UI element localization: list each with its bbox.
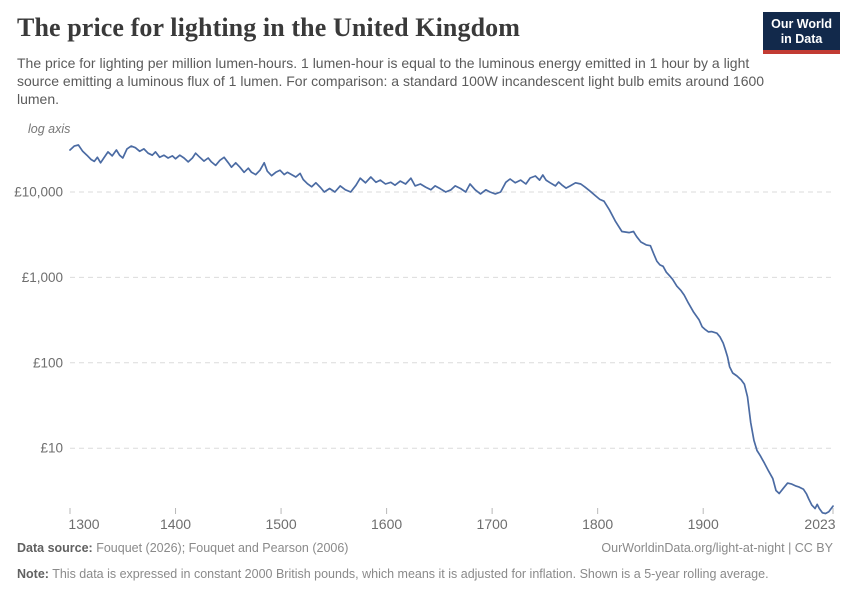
owid-logo-line2: in Data [780,31,823,46]
x-tick-label: 1300 [68,516,99,532]
chart-subtitle: The price for lighting per million lumen… [17,55,765,107]
x-tick-label: 1800 [582,516,613,532]
x-tick-label: 1400 [160,516,191,532]
page-title: The price for lighting in the United Kin… [17,13,521,42]
attribution-link[interactable]: OurWorldinData.org/light-at-night | CC B… [601,541,833,555]
x-tick-label: 1900 [688,516,719,532]
data-source-value: Fouquet (2026); Fouquet and Pearson (200… [96,541,349,555]
y-tick-label: £10,000 [14,185,63,200]
x-tick-label: 1600 [371,516,402,532]
y-tick-label: £1,000 [22,270,63,285]
x-tick-label: 1700 [477,516,508,532]
owid-logo-line1: Our World [771,17,832,31]
x-tick-label: 1500 [265,516,296,532]
log-axis-note: log axis [28,122,70,136]
data-source: Data source: Fouquet (2026); Fouquet and… [17,540,348,556]
owid-logo: Our World in Data [763,12,840,54]
chart-footer: Data source: Fouquet (2026); Fouquet and… [17,540,833,582]
y-tick-label: £100 [33,355,63,370]
x-tick-label: 2023 [804,516,835,532]
y-tick-label: £10 [40,441,63,456]
price-line [69,144,834,515]
note-value: This data is expressed in constant 2000 … [52,567,769,581]
note-label: Note: [17,567,49,581]
data-source-label: Data source: [17,541,93,555]
